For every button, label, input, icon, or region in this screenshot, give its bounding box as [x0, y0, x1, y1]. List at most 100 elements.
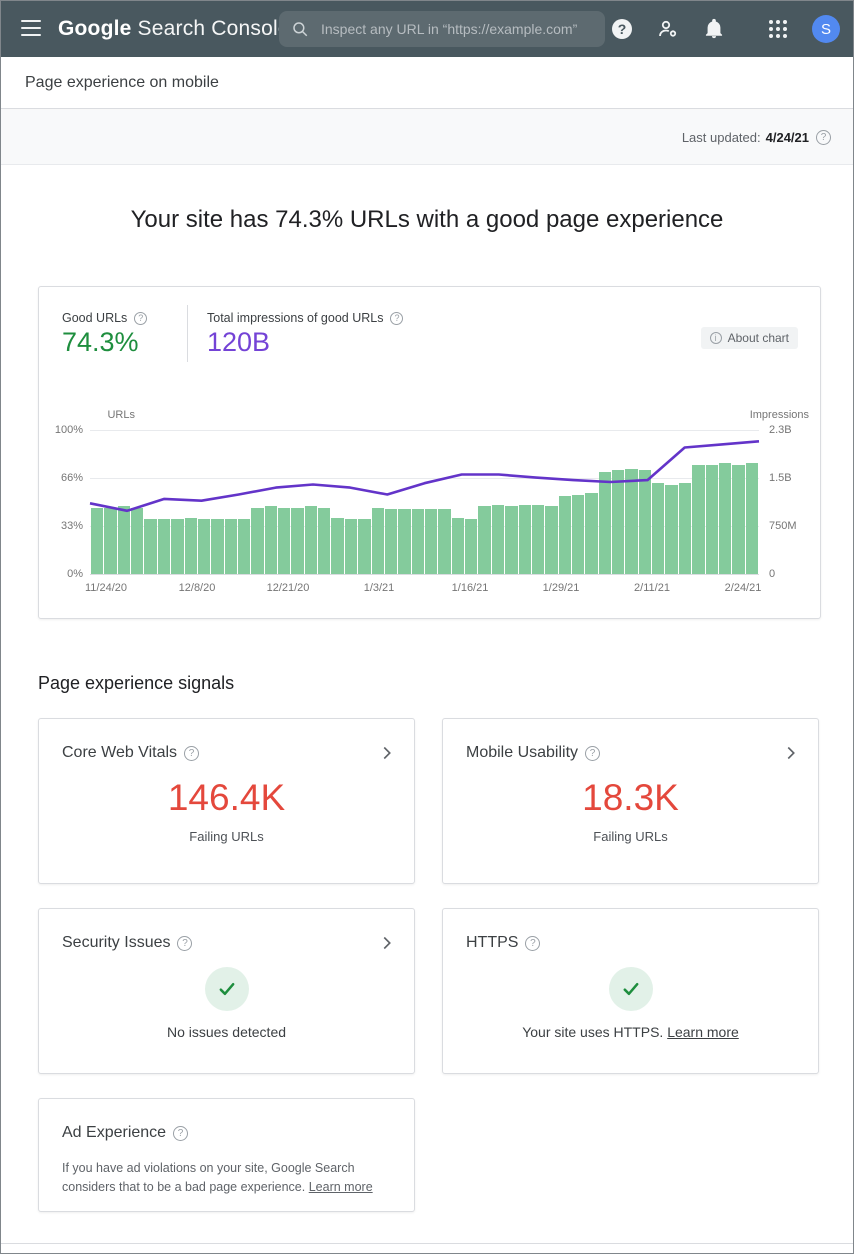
good-url-bar[interactable] — [692, 464, 705, 574]
good-url-bar[interactable] — [518, 504, 531, 574]
good-url-bar[interactable] — [344, 519, 358, 574]
card-ad-experience[interactable]: Ad Experience ? If you have ad violation… — [38, 1098, 415, 1212]
good-url-bar[interactable] — [157, 519, 171, 574]
chevron-right-icon[interactable] — [376, 742, 398, 764]
good-url-bar[interactable] — [171, 519, 184, 574]
good-url-bar[interactable] — [358, 519, 371, 574]
good-url-bar[interactable] — [478, 506, 491, 574]
notifications-bell-icon[interactable] — [702, 17, 726, 41]
good-url-bar[interactable] — [104, 507, 117, 574]
ad-experience-body: If you have ad violations on your site, … — [62, 1161, 373, 1195]
good-url-bar[interactable] — [424, 509, 438, 574]
good-url-bar[interactable] — [585, 493, 598, 574]
good-url-bar[interactable] — [211, 519, 224, 574]
chevron-right-icon[interactable] — [780, 742, 802, 764]
last-updated-strip: Last updated: 4/24/21 ? — [1, 110, 853, 165]
good-url-bar[interactable] — [264, 506, 278, 574]
good-url-bar[interactable] — [665, 484, 678, 574]
axis-tick-label: 0 — [769, 568, 776, 580]
last-updated-label: Last updated: — [681, 129, 761, 145]
learn-more-link[interactable]: Learn more — [308, 1180, 373, 1195]
good-url-bar[interactable] — [598, 471, 612, 574]
good-url-bar[interactable] — [491, 504, 505, 574]
account-avatar[interactable]: S — [812, 15, 840, 43]
help-icon[interactable]: ? — [525, 935, 541, 951]
good-url-bar[interactable] — [184, 517, 197, 574]
status-ok-badge — [443, 967, 818, 1011]
card-core-web-vitals[interactable]: Core Web Vitals ? 146.4K Failing URLs — [38, 718, 415, 884]
card-https[interactable]: HTTPS ? Your site uses HTTPS. Learn more — [442, 908, 819, 1074]
good-url-bar[interactable] — [318, 507, 331, 574]
good-url-bar[interactable] — [638, 470, 652, 574]
help-icon[interactable]: ? — [184, 745, 200, 761]
good-url-bar[interactable] — [558, 496, 571, 574]
good-url-bar[interactable] — [531, 504, 545, 574]
good-url-bar[interactable] — [732, 464, 745, 574]
good-url-bar[interactable] — [451, 517, 465, 574]
good-url-bar[interactable] — [745, 463, 758, 574]
status-text: No issues detected — [166, 1024, 287, 1040]
user-settings-icon[interactable] — [656, 17, 680, 41]
x-axis-tick-label: 12/21/20 — [266, 582, 310, 594]
logo-suffix: Search Console — [137, 17, 290, 40]
good-url-bar[interactable] — [705, 464, 718, 574]
good-url-bar[interactable] — [278, 507, 291, 574]
good-url-bar[interactable] — [144, 519, 157, 574]
card-title-row: HTTPS ? — [466, 934, 541, 952]
good-url-bar[interactable] — [197, 519, 211, 574]
good-url-bar[interactable] — [625, 468, 638, 574]
menu-icon[interactable] — [21, 20, 41, 36]
help-icon[interactable]: ? — [173, 1125, 189, 1141]
card-title-row: Ad Experience ? — [62, 1124, 189, 1142]
help-button[interactable]: ? — [610, 17, 634, 41]
about-chart-button[interactable]: i About chart — [700, 327, 798, 349]
card-mobile-usability[interactable]: Mobile Usability ? 18.3K Failing URLs — [442, 718, 819, 884]
help-icon[interactable]: ? — [177, 935, 193, 951]
good-url-bar[interactable] — [718, 463, 732, 574]
good-url-bar[interactable] — [224, 519, 237, 574]
good-url-bar[interactable] — [678, 483, 692, 574]
good-url-bar[interactable] — [571, 494, 585, 574]
product-logo[interactable]: Google Search Console — [58, 1, 290, 57]
signals-heading: Page experience signals — [38, 673, 235, 693]
good-url-bar[interactable] — [465, 519, 478, 574]
axis-tick-label: 1.5B — [769, 472, 792, 484]
good-url-bar[interactable] — [612, 470, 625, 574]
card-security-issues[interactable]: Security Issues ? No issues detected — [38, 908, 415, 1074]
good-url-bar[interactable] — [237, 519, 251, 574]
chevron-right-icon[interactable] — [376, 932, 398, 954]
gridline — [90, 430, 759, 431]
chart-plot: URLs Impressions 100% 66% 33% 0% 2.3B 1.5B 75… — [55, 409, 809, 594]
impressions-line-svg — [89, 440, 760, 513]
help-icon[interactable]: ? — [134, 311, 148, 325]
good-url-bar[interactable] — [91, 507, 104, 574]
good-url-bar[interactable] — [131, 507, 144, 574]
footer-divider — [1, 1243, 853, 1253]
good-url-bar[interactable] — [304, 506, 318, 574]
breadcrumb[interactable]: Page experience on mobile — [25, 73, 219, 91]
good-url-bar[interactable] — [331, 517, 344, 574]
learn-more-link[interactable]: Learn more — [667, 1024, 739, 1040]
impressions-label: Total impressions of good URLs? — [207, 311, 404, 325]
google-apps-icon[interactable] — [766, 17, 790, 41]
good-url-bar[interactable] — [652, 483, 665, 574]
help-icon[interactable]: ? — [390, 311, 404, 325]
axis-tick-label: 100% — [54, 424, 83, 436]
good-urls-label: Good URLs? — [62, 311, 148, 325]
y-axis-left: 100% 66% 33% 0% — [45, 424, 83, 580]
help-icon[interactable]: ? — [585, 745, 601, 761]
axis-tick-label: 33% — [60, 520, 83, 532]
good-url-bar[interactable] — [545, 506, 558, 574]
good-url-bar[interactable] — [505, 506, 518, 574]
good-url-bar[interactable] — [371, 507, 384, 574]
search-input[interactable] — [321, 21, 593, 37]
good-url-bar[interactable] — [398, 509, 411, 574]
good-url-bar[interactable] — [117, 506, 131, 574]
good-url-bar[interactable] — [291, 507, 304, 574]
good-url-bar[interactable] — [384, 509, 398, 574]
good-url-bar[interactable] — [438, 509, 451, 574]
good-url-bar[interactable] — [411, 509, 424, 574]
url-inspection-searchbox[interactable] — [279, 11, 605, 47]
help-icon[interactable]: ? — [816, 129, 831, 145]
good-url-bar[interactable] — [251, 507, 264, 574]
